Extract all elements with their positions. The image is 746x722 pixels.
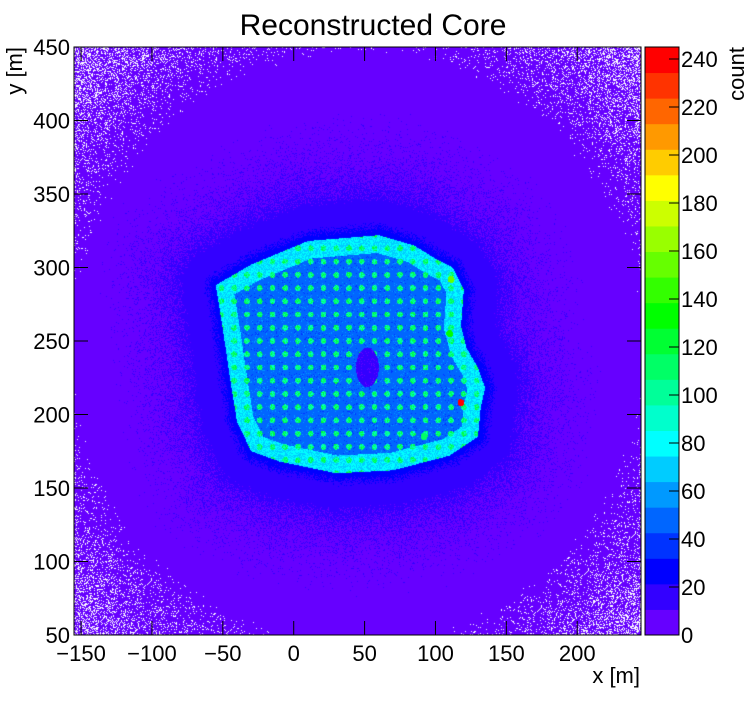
x-tick-label: 0 [288, 641, 300, 666]
color-scale-tick-label: 80 [681, 431, 705, 456]
color-scale-label: count [724, 47, 746, 101]
color-scale-tick-label: 140 [681, 287, 718, 312]
color-scale-axis: 0 20 40 60 80 100 120 140 160 180 200 220 240 [669, 47, 718, 648]
color-scale-band [645, 225, 679, 253]
color-scale-band [645, 353, 679, 380]
color-scale-frame [644, 46, 680, 636]
color-scale-band [645, 507, 679, 534]
color-scale-band [645, 558, 679, 585]
color-scale-tick-label: 160 [681, 239, 718, 264]
x-tick-label: 200 [559, 641, 596, 666]
y-axis-label: y [m] [2, 47, 27, 95]
color-scale-bar [644, 46, 680, 636]
color-scale-band [645, 302, 679, 329]
y-tick-label: 200 [33, 403, 70, 428]
y-tick-label: 300 [33, 256, 70, 281]
color-scale-band [645, 251, 679, 278]
color-scale-band [645, 379, 679, 406]
plot-area [73, 46, 642, 636]
color-scale-band [645, 430, 679, 457]
color-scale-tick-label: 40 [681, 527, 705, 552]
x-tick-label: 50 [352, 641, 376, 666]
y-tick-label: 450 [33, 35, 70, 60]
x-tick-label: −50 [204, 641, 241, 666]
heatmap-image [74, 47, 641, 635]
color-scale-tick-label: 100 [681, 383, 718, 408]
color-scale-band [645, 532, 679, 559]
x-axis: −150 −100 −50 0 50 100 150 200 [56, 47, 596, 666]
x-tick-label: −100 [127, 641, 177, 666]
color-scale-band [645, 404, 679, 431]
y-tick-label: 150 [33, 476, 70, 501]
y-tick-label: 100 [33, 550, 70, 575]
color-scale-band [645, 174, 679, 201]
y-tick-label: 250 [33, 329, 70, 354]
color-scale-tick-label: 200 [681, 143, 718, 168]
y-tick-label: 50 [46, 623, 70, 648]
color-scale-band [645, 583, 679, 610]
color-scale-band [645, 98, 679, 125]
y-tick-label: 400 [33, 109, 70, 134]
chart-title: Reconstructed Core [240, 9, 507, 42]
color-scale-band [645, 72, 679, 99]
y-axis: 50 100 150 200 250 300 350 400 450 [33, 35, 641, 648]
color-scale-tick-label: 120 [681, 335, 718, 360]
color-scale-tick-label: 20 [681, 575, 705, 600]
x-tick-label: −150 [56, 641, 106, 666]
color-scale-tick-label: 240 [681, 47, 718, 72]
color-scale-band [645, 149, 679, 176]
color-scale-band [645, 328, 679, 355]
color-scale-band [645, 123, 679, 150]
color-scale-tick-label: 60 [681, 479, 705, 504]
x-tick-label: 100 [417, 641, 454, 666]
color-scale-band [645, 609, 679, 636]
color-scale-band [645, 481, 679, 508]
color-scale-tick-label: 0 [681, 623, 693, 648]
color-scale-band [645, 200, 679, 227]
color-scale-band [645, 47, 679, 74]
color-scale-band [645, 456, 679, 483]
color-scale-tick-label: 180 [681, 191, 718, 216]
color-scale-tick-label: 220 [681, 95, 718, 120]
x-axis-label: x [m] [592, 663, 640, 688]
x-tick-label: 150 [488, 641, 525, 666]
y-tick-label: 350 [33, 182, 70, 207]
